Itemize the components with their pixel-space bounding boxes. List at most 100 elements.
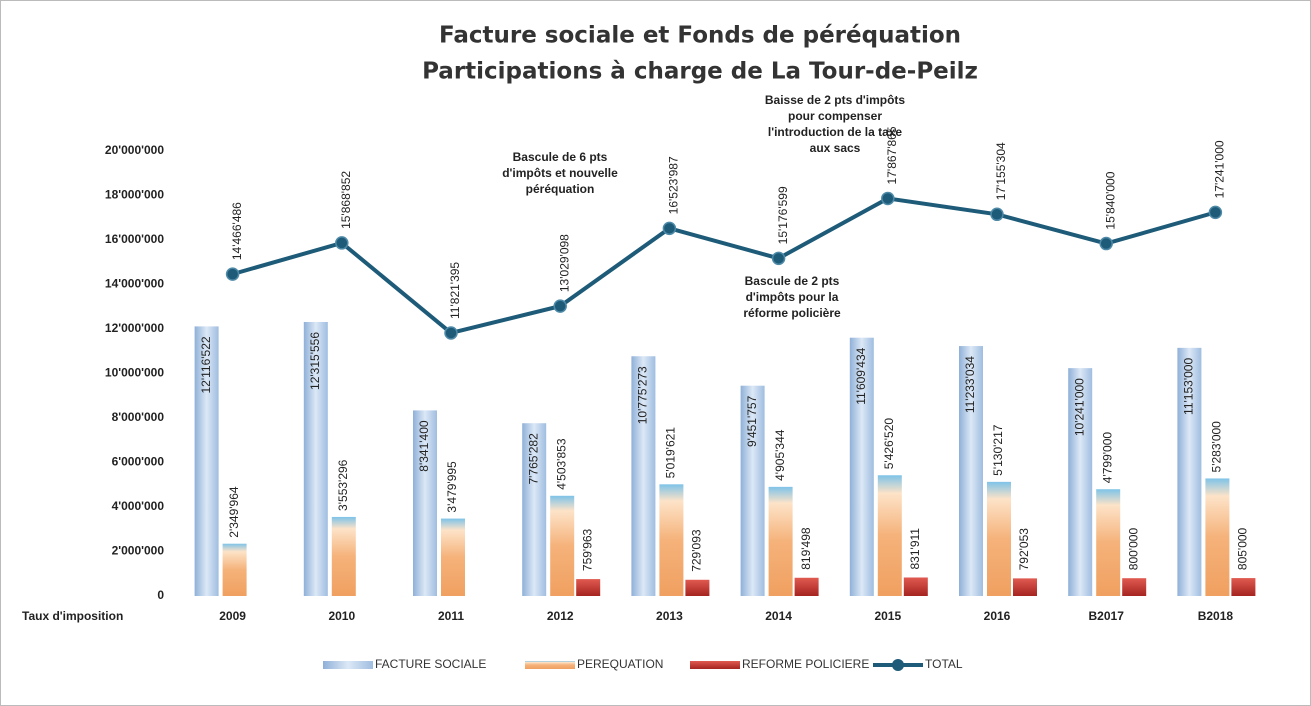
point <box>881 191 895 206</box>
bar <box>903 577 928 596</box>
value-label: 10'241'000 <box>1072 378 1086 436</box>
y-tick-label: 0 <box>157 588 164 602</box>
value-label: 15'176'599 <box>776 186 790 244</box>
annotation: péréquation <box>526 182 595 196</box>
chart-title: Participations à charge de La Tour-de-Pe… <box>422 59 978 85</box>
bar <box>877 475 902 596</box>
y-tick-label: 8'000'000 <box>112 410 165 424</box>
bar <box>303 321 328 596</box>
value-label: 729'093 <box>690 529 704 572</box>
legend-label: PEREQUATION <box>577 657 663 671</box>
value-label: 805'000 <box>1236 527 1250 570</box>
value-label: 800'000 <box>1126 528 1140 571</box>
bar <box>849 337 874 596</box>
annotation: Bascule de 6 pts <box>513 150 608 164</box>
value-label: 15'868'852 <box>339 171 353 229</box>
y-tick-label: 16'000'000 <box>105 232 164 246</box>
value-label: 11'153'000 <box>1182 358 1196 415</box>
value-label: 13'029'098 <box>557 234 571 292</box>
bar <box>413 410 437 596</box>
x-tick-label: 2011 <box>438 609 464 623</box>
x-tick-label: 2009 <box>219 609 246 623</box>
bar <box>768 486 793 596</box>
bar <box>740 385 765 596</box>
value-label: 5'426'520 <box>882 418 896 470</box>
y-tick-label: 20'000'000 <box>105 143 164 157</box>
value-label: 17'867'865 <box>885 126 899 184</box>
legend-label: FACTURE SOCIALE <box>375 657 486 671</box>
value-label: 4'905'344 <box>773 429 787 481</box>
bar <box>959 346 983 596</box>
value-label: 16'523'987 <box>667 156 681 214</box>
value-label: 5'019'621 <box>664 427 678 479</box>
value-label: 7'765'282 <box>526 433 540 485</box>
bar <box>1231 578 1256 596</box>
value-label: 792'053 <box>1017 528 1031 571</box>
x-tick-label: B2018 <box>1198 609 1234 623</box>
value-label: 3'479'995 <box>445 461 459 513</box>
x-tick-label: 2016 <box>984 609 1011 623</box>
value-label: 12'116'522 <box>199 336 213 393</box>
annotation: d'impôts et nouvelle <box>502 166 618 180</box>
legend-label: REFORME POLICIERE <box>742 657 869 671</box>
bar <box>194 326 219 596</box>
value-label: 759'963 <box>580 528 594 571</box>
value-label: 17'155'304 <box>994 142 1008 200</box>
value-label: 10'775'273 <box>636 366 650 424</box>
bar <box>331 516 356 596</box>
legend-swatch <box>690 661 740 669</box>
x-tick-label: 2012 <box>547 609 574 623</box>
value-label: 4'799'000 <box>1100 432 1114 484</box>
line <box>232 196 1216 336</box>
value-label: 2'349'964 <box>227 486 241 538</box>
legend-swatch <box>892 659 904 671</box>
y-tick-label: 18'000'000 <box>105 188 164 202</box>
x-axis-label: Taux d'imposition <box>22 609 123 623</box>
value-label: 12'315'556 <box>308 332 322 390</box>
bar <box>222 543 247 596</box>
value-label: 17'241'000 <box>1213 140 1227 198</box>
value-label: 5'283'000 <box>1210 421 1224 473</box>
annotation: aux sacs <box>810 141 861 155</box>
bar <box>1122 578 1147 596</box>
annotation: d'impôts pour la <box>746 290 839 304</box>
x-tick-label: 2013 <box>656 609 683 623</box>
y-tick-label: 14'000'000 <box>105 277 164 291</box>
point <box>990 207 1004 222</box>
legend-label: TOTAL <box>925 657 963 671</box>
value-label: 11'609'434 <box>854 347 868 404</box>
point <box>662 221 677 236</box>
point <box>1208 205 1223 220</box>
bar <box>1096 489 1121 596</box>
value-label: 11'821'395 <box>448 262 462 319</box>
x-tick-label: B2017 <box>1089 609 1125 623</box>
x-tick-label: 2010 <box>328 609 355 623</box>
legend-swatch <box>323 661 373 669</box>
value-label: 819'498 <box>799 527 813 570</box>
annotation: Bascule de 2 pts <box>745 274 840 288</box>
y-tick-label: 10'000'000 <box>105 366 164 380</box>
y-tick-label: 6'000'000 <box>112 455 165 469</box>
bar <box>685 579 710 596</box>
bar <box>550 495 575 596</box>
annotation: pour compenser <box>788 109 882 123</box>
value-label: 831'911 <box>908 528 922 570</box>
bar <box>794 577 819 596</box>
bar <box>1013 578 1037 596</box>
value-label: 14'466'486 <box>230 202 244 260</box>
bar <box>441 518 465 596</box>
value-label: 4'503'853 <box>554 438 568 490</box>
value-label: 8'341'400 <box>417 420 431 472</box>
annotation: l'introduction de la taxe <box>768 125 903 139</box>
legend-swatch <box>525 661 575 669</box>
point <box>225 267 240 281</box>
value-label: 9'451'757 <box>745 395 759 447</box>
value-label: 3'553'296 <box>336 459 350 511</box>
value-label: 5'130'217 <box>991 424 1005 476</box>
point <box>771 251 786 266</box>
point <box>1099 236 1113 251</box>
bar <box>987 481 1011 596</box>
y-tick-label: 12'000'000 <box>105 321 164 335</box>
chart-title: Facture sociale et Fonds de péréquation <box>439 23 961 49</box>
y-tick-label: 4'000'000 <box>112 499 165 513</box>
